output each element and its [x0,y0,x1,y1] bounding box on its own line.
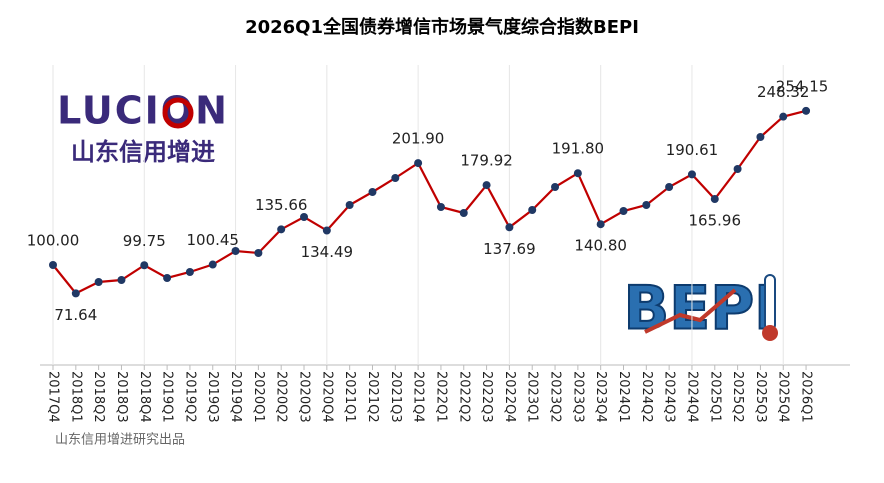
point [163,274,172,282]
point [140,261,149,270]
x-tick-label: 2022Q1 [433,371,448,423]
data-label: 140.80 [574,237,627,255]
thermometer-bulb [762,325,778,341]
data-label: 71.64 [54,306,97,324]
x-tick-label: 2023Q1 [525,371,540,423]
data-label: 99.75 [123,232,166,250]
point [117,276,126,284]
point [528,206,537,214]
x-tick-label: 2019Q2 [182,371,197,423]
point [756,133,765,141]
point [802,106,811,115]
data-label: 191.80 [552,140,605,158]
point [551,183,560,191]
x-tick-label: 2020Q4 [319,371,334,423]
point [322,226,331,235]
thermometer [764,274,776,331]
data-label: 190.61 [666,141,719,159]
point [733,165,742,173]
x-tick-label: 2021Q2 [365,371,380,423]
data-label: 137.69 [483,240,536,258]
x-tick-label: 2025Q3 [753,371,768,423]
data-label: 201.90 [392,130,445,148]
logo-ring [162,97,194,129]
x-tick-label: 2018Q3 [114,371,129,423]
x-tick-label: 2017Q4 [46,371,61,423]
x-tick-label: 2020Q2 [274,371,289,423]
x-tick-label: 2019Q1 [160,371,175,423]
x-tick-label: 2021Q3 [388,371,403,423]
x-tick-label: 2023Q4 [593,371,608,423]
point [231,247,240,255]
x-tick-label: 2025Q2 [730,371,745,423]
data-label: 100.45 [186,231,239,249]
x-tick-label: 2023Q2 [548,371,563,423]
source: 山东信用增进研究出品 [55,433,185,448]
x-tick-label: 2024Q2 [639,371,654,423]
x-tick-label: 2024Q4 [684,371,699,423]
x-tick-label: 2018Q1 [68,371,83,423]
chart-title: 2026Q1全国债券增信市场景气度综合指数BEPI [245,16,639,38]
x-tick-label: 2025Q4 [776,371,791,423]
x-tick-label: 2026Q1 [799,371,814,423]
x-tick-label: 2024Q3 [662,371,677,423]
x-tick-label: 2018Q4 [137,371,152,423]
point [185,268,194,276]
point [459,209,468,217]
point [573,169,582,178]
x-tick-label: 2022Q2 [456,371,471,423]
x-tick-label: 2019Q4 [228,371,243,423]
point [391,174,400,182]
x-tick-label: 2021Q1 [342,371,357,423]
x-tick-label: 2021Q4 [411,371,426,423]
data-label: 134.49 [301,243,354,261]
data-label: 254.15 [776,77,829,95]
point [665,183,674,191]
x-tick-label: 2020Q3 [297,371,312,423]
data-label: 179.92 [460,152,513,170]
data-label: 165.96 [689,212,742,230]
data-label: 135.66 [255,196,308,214]
point [254,249,263,257]
x-tick-label: 2020Q1 [251,371,266,423]
point [414,159,423,168]
x-tick-label: 2022Q3 [479,371,494,423]
point [619,207,628,215]
point [345,201,354,209]
line [52,109,807,295]
x-tick-label: 2024Q1 [616,371,631,423]
x-tick-label: 2025Q1 [707,371,722,423]
x-tick-label: 2023Q3 [570,371,585,423]
point [596,220,605,229]
point [436,203,445,211]
x-tick-label: 2022Q4 [502,371,517,423]
point [49,261,57,269]
x-tick-label: 2018Q2 [91,371,106,423]
logo-name: LUCION [57,89,229,133]
x-tick-label: 2019Q3 [205,371,220,423]
badge-arrow [644,288,737,334]
point [71,289,80,298]
point [277,225,286,234]
point [505,223,514,232]
point [300,213,309,221]
point [368,188,377,196]
point [482,181,491,190]
point [710,195,719,204]
data-label: 248.32 [757,83,810,101]
point [94,278,103,286]
point [642,201,651,209]
data-label: 100.00 [27,232,80,250]
point [208,260,217,269]
point [687,170,696,179]
logo-subtitle: 山东信用增进 [71,138,215,166]
point [779,112,788,121]
